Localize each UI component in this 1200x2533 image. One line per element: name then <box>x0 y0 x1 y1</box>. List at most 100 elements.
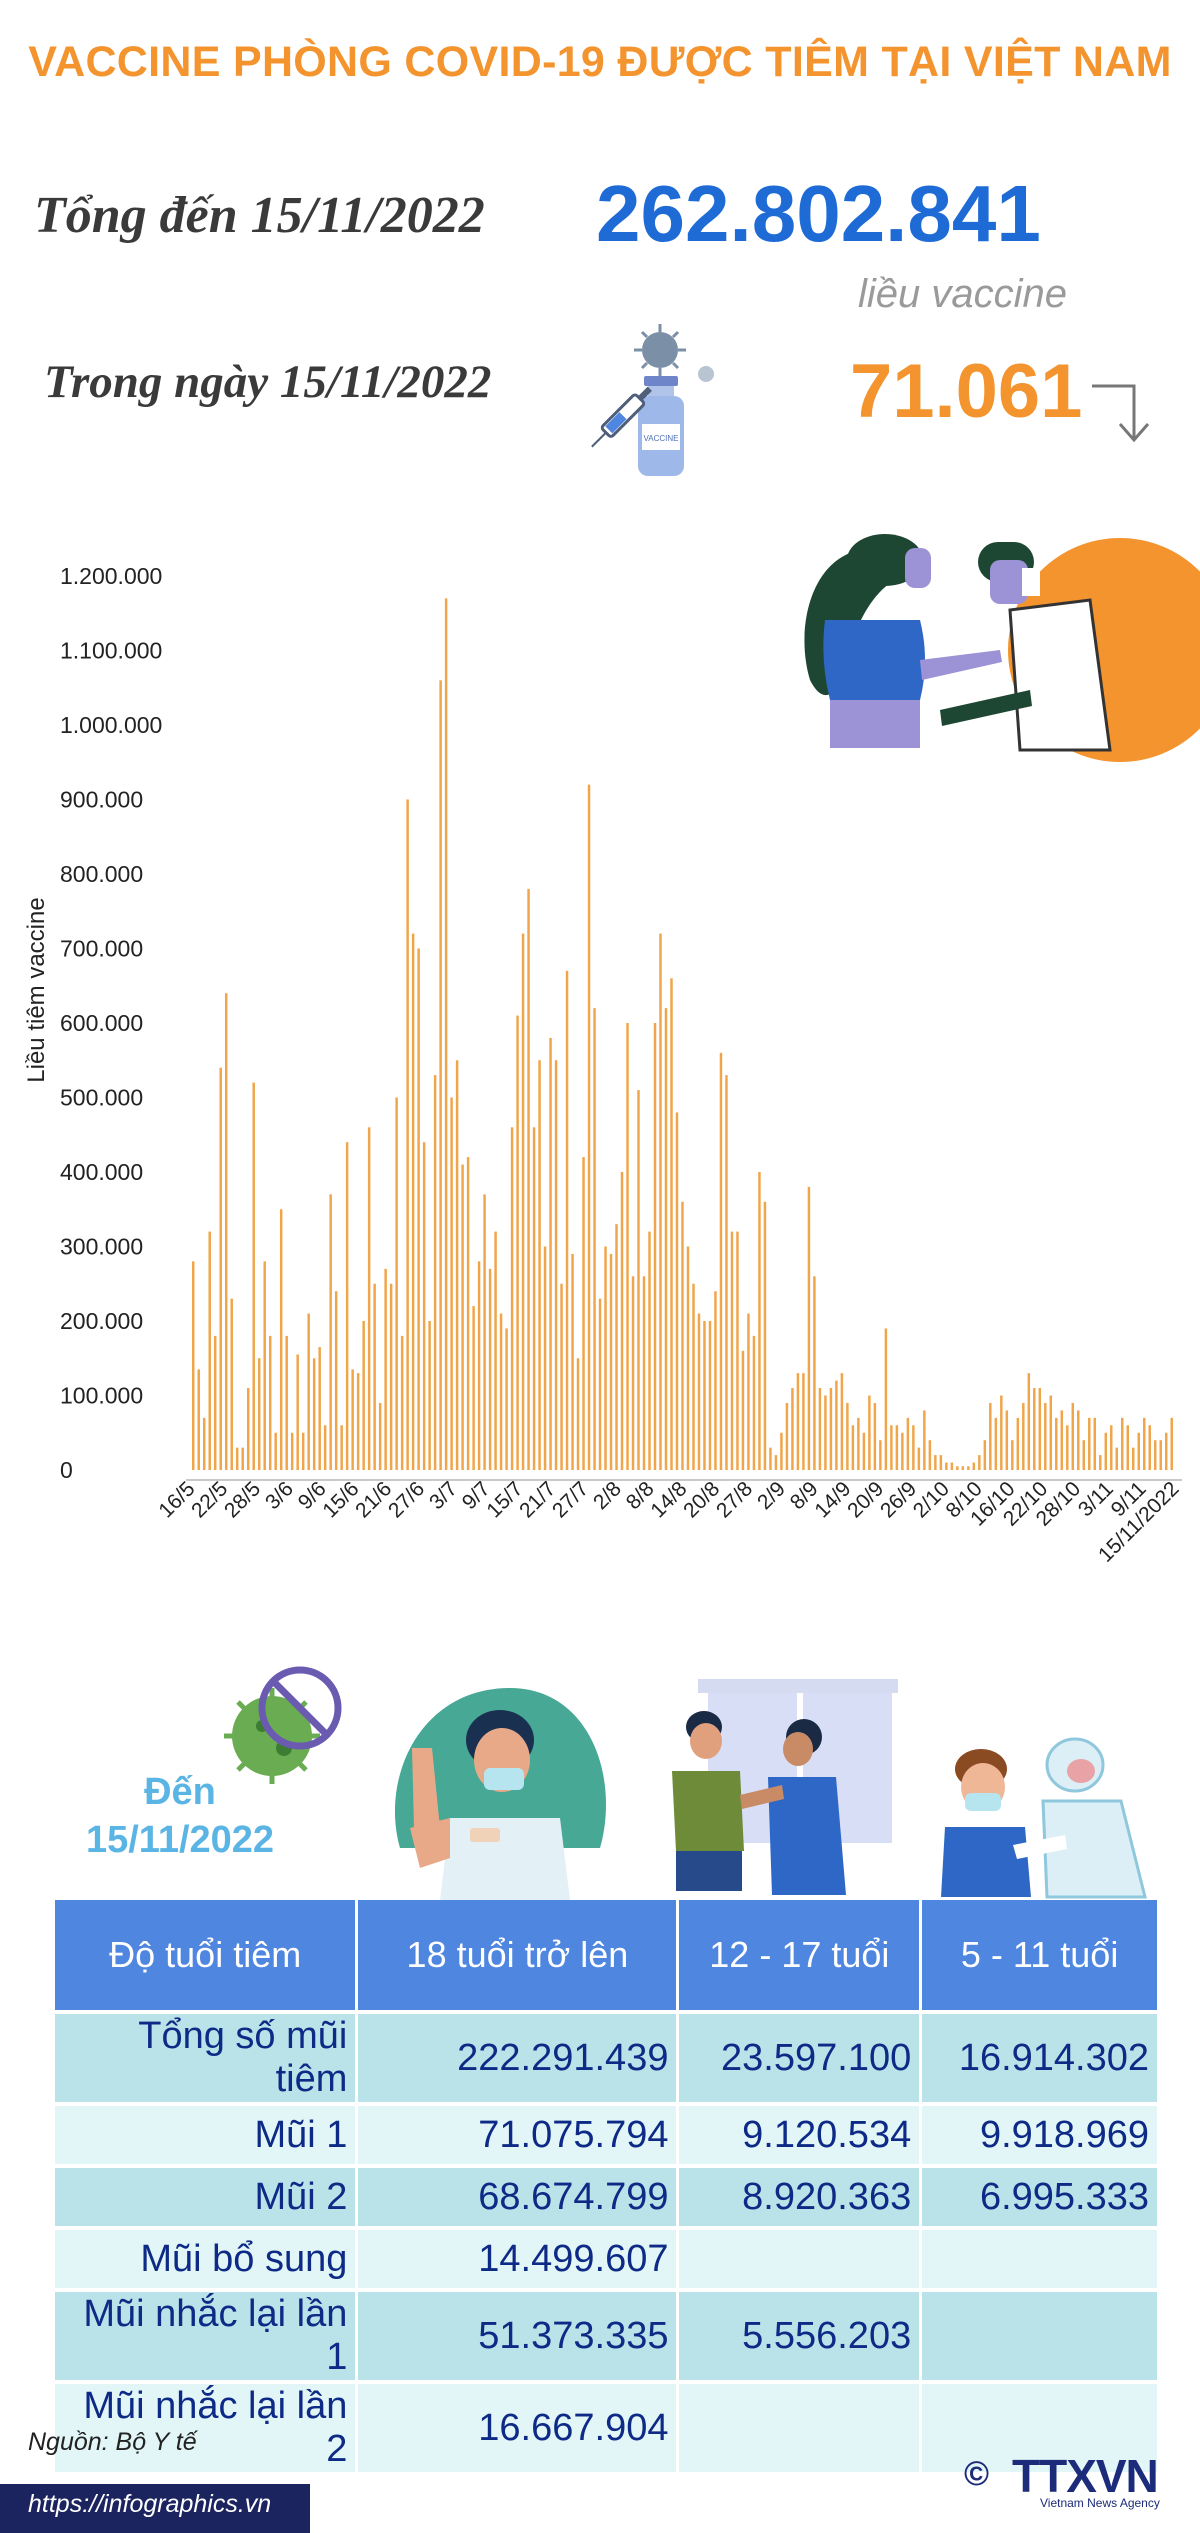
bar <box>648 1231 651 1470</box>
y-tick-label: 600.000 <box>60 1010 143 1036</box>
bar <box>879 1440 882 1470</box>
bar <box>950 1462 954 1470</box>
y-tick-label: 100.000 <box>60 1383 143 1409</box>
bar <box>213 1335 217 1470</box>
bar <box>1121 1417 1124 1470</box>
bar <box>873 1402 877 1470</box>
y-tick-label: 400.000 <box>60 1159 143 1185</box>
bar <box>972 1462 976 1470</box>
bar <box>956 1466 959 1470</box>
bar <box>1088 1417 1091 1470</box>
bar <box>1044 1402 1047 1470</box>
bar <box>1033 1388 1036 1470</box>
bar <box>884 1328 888 1470</box>
virus-prohibited-icon <box>224 1666 342 1784</box>
table-cell: 16.667.904 <box>358 2384 677 2476</box>
bar <box>279 1209 283 1470</box>
table-cell <box>679 2384 920 2476</box>
bar <box>961 1466 965 1470</box>
bar <box>373 1283 376 1470</box>
bar <box>653 1023 657 1470</box>
row-label: Mũi nhắc lại lần 2 <box>55 2384 356 2476</box>
summary-table: Độ tuổi tiêm 18 tuổi trở lên 12 - 17 tuổ… <box>52 1900 1160 2476</box>
bar <box>593 1008 596 1470</box>
bar <box>367 1127 371 1470</box>
bar <box>571 1253 574 1470</box>
bar <box>1143 1417 1146 1470</box>
day-value: 71.061 <box>850 349 1083 434</box>
row-label: Mũi bổ sung <box>55 2230 356 2292</box>
table-cell: 6.995.333 <box>922 2168 1157 2230</box>
page-title: VACCINE PHÒNG COVID-19 ĐƯỢC TIÊM TẠI VIỆ… <box>28 38 1172 86</box>
table-cell <box>679 2230 920 2292</box>
table-row: Mũi bổ sung 14.499.607 <box>55 2230 1157 2292</box>
bar <box>307 1313 310 1470</box>
bar <box>824 1395 827 1470</box>
y-tick-label: 900.000 <box>60 787 143 813</box>
table-cell: 16.914.302 <box>922 2014 1157 2106</box>
bar <box>895 1425 899 1470</box>
bar <box>1082 1440 1086 1470</box>
ttxvn-logo: TTXVN <box>1012 2450 1159 2502</box>
table-cell: 9.120.534 <box>679 2106 920 2168</box>
bar <box>565 970 569 1470</box>
bar <box>1137 1432 1140 1470</box>
bar <box>356 1373 360 1470</box>
bar <box>912 1425 915 1470</box>
bar <box>1115 1447 1118 1470</box>
bar <box>444 598 448 1470</box>
table-cell: 9.918.969 <box>922 2106 1157 2168</box>
bar <box>1159 1440 1162 1470</box>
header-18-plus: 18 tuổi trở lên <box>358 1900 677 2014</box>
day-label: Trong ngày 15/11/2022 <box>44 356 492 408</box>
bar <box>802 1373 805 1470</box>
row-label: Mũi nhắc lại lần 1 <box>55 2292 356 2384</box>
bar <box>758 1172 761 1470</box>
bar <box>868 1395 871 1470</box>
bar <box>862 1432 866 1470</box>
bar <box>851 1425 855 1470</box>
bar <box>1005 1410 1009 1470</box>
ttxvn-logo-subtitle: Vietnam News Agency <box>1040 2496 1160 2510</box>
bar <box>741 1350 745 1470</box>
bar <box>246 1388 250 1470</box>
bar <box>609 1253 613 1470</box>
table-cell <box>922 2384 1157 2476</box>
bar <box>1000 1395 1003 1470</box>
vaccine-vial-icon: VACCINE <box>591 324 714 476</box>
bar <box>411 933 415 1470</box>
bar <box>835 1380 838 1470</box>
bar <box>296 1354 299 1470</box>
bar <box>230 1298 233 1470</box>
bar <box>362 1321 365 1470</box>
site-url-link[interactable]: https://infographics.vn <box>28 2490 272 2518</box>
bar <box>703 1321 706 1470</box>
bar <box>1011 1440 1014 1470</box>
y-tick-label: 1.200.000 <box>60 563 162 589</box>
bar <box>917 1447 921 1470</box>
bar <box>208 1231 211 1470</box>
as-of-label: Đến 15/11/2022 <box>60 1768 300 1864</box>
bar <box>1110 1425 1113 1470</box>
bar <box>197 1369 200 1470</box>
y-tick-label: 200.000 <box>60 1308 143 1334</box>
bar <box>516 1015 519 1470</box>
bar <box>983 1440 987 1470</box>
virus-icon <box>634 324 714 382</box>
bar <box>510 1127 514 1470</box>
table-header-row: Độ tuổi tiêm 18 tuổi trở lên 12 - 17 tuổ… <box>55 1900 1157 2014</box>
bar <box>521 933 525 1470</box>
bar <box>791 1388 794 1470</box>
bar <box>626 1023 629 1470</box>
bar <box>406 799 409 1470</box>
daily-doses-chart: 0 100.000 200.000 300.000 400.000 500.000 600.… <box>23 563 1184 1567</box>
vaccination-illustration <box>804 534 1200 762</box>
bar <box>461 1164 464 1470</box>
total-label: Tổng đến 15/11/2022 <box>34 187 485 244</box>
bar <box>340 1425 343 1470</box>
bar <box>934 1455 937 1470</box>
bar <box>923 1410 926 1470</box>
bar <box>1148 1425 1151 1470</box>
bar <box>846 1402 849 1470</box>
bar <box>1038 1388 1042 1470</box>
